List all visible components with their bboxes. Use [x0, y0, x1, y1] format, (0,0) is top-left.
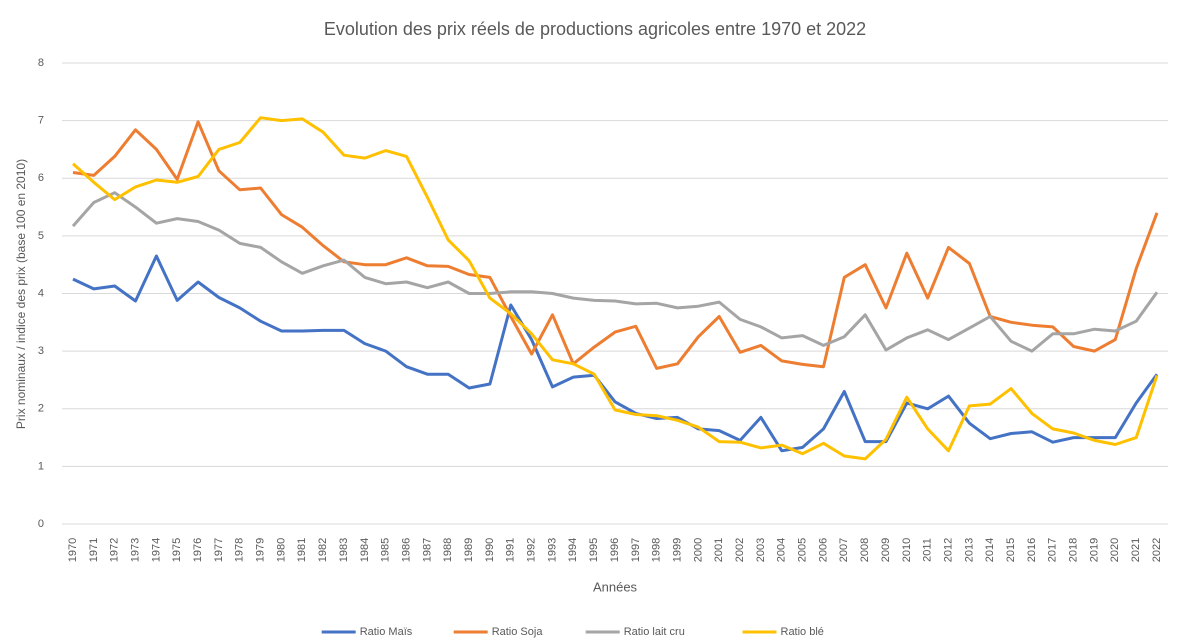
x-tick-label: 2012: [942, 538, 954, 562]
x-tick-label: 2015: [1005, 538, 1017, 562]
x-tick-label: 1993: [546, 538, 558, 562]
x-tick-label: 2001: [713, 538, 725, 562]
x-tick-label: 2016: [1026, 538, 1038, 562]
x-tick-label: 2020: [1109, 538, 1121, 562]
x-tick-label: 2005: [797, 538, 809, 562]
x-tick-label: 2013: [963, 538, 975, 562]
y-tick-label: 1: [38, 460, 44, 472]
x-tick-label: 1990: [484, 538, 496, 562]
x-tick-label: 2021: [1130, 538, 1142, 562]
x-tick-label: 1980: [275, 538, 287, 562]
x-axis-label: Années: [593, 579, 638, 594]
x-tick-label: 2002: [734, 538, 746, 562]
legend-label: Ratio Maïs: [360, 626, 413, 638]
x-tick-label: 2007: [838, 538, 850, 562]
x-tick-label: 1994: [567, 538, 579, 562]
x-tick-label: 2009: [880, 538, 892, 562]
x-tick-label: 1983: [338, 538, 350, 562]
x-tick-label: 1988: [442, 538, 454, 562]
x-tick-label: 1973: [129, 538, 141, 562]
x-tick-label: 2006: [817, 538, 829, 562]
y-tick-label: 0: [38, 518, 44, 530]
x-tick-label: 2004: [776, 538, 788, 562]
x-tick-label: 1981: [296, 538, 308, 562]
legend-label: Ratio lait cru: [624, 626, 685, 638]
x-tick-label: 1986: [400, 538, 412, 562]
x-tick-label: 2018: [1068, 538, 1080, 562]
x-tick-label: 1997: [630, 538, 642, 562]
x-tick-label: 1995: [588, 538, 600, 562]
x-tick-label: 1982: [317, 538, 329, 562]
x-tick-label: 1975: [171, 538, 183, 562]
x-tick-label: 2017: [1047, 538, 1059, 562]
y-tick-label: 6: [38, 172, 44, 184]
legend-item: Ratio Maïs: [321, 626, 413, 638]
x-tick-label: 2010: [901, 538, 913, 562]
series-line: [72, 116, 1159, 461]
x-tick-label: 2022: [1151, 538, 1163, 562]
x-tick-label: 1999: [671, 538, 683, 562]
x-tick-label: 2003: [755, 538, 767, 562]
x-tick-label: 1984: [359, 538, 371, 562]
y-tick-label: 2: [38, 403, 44, 415]
legend-item: Ratio Soja: [453, 626, 544, 638]
y-tick-label: 3: [38, 345, 44, 357]
series-line: [72, 120, 1159, 370]
legend-label: Ratio blé: [781, 626, 824, 638]
y-tick-label: 8: [38, 57, 44, 69]
y-tick-label: 7: [38, 115, 44, 127]
x-tick-label: 1970: [67, 538, 79, 562]
x-tick-label: 1977: [213, 538, 225, 562]
x-tick-label: 1992: [526, 538, 538, 562]
x-tick-label: 1974: [150, 538, 162, 562]
legend-item: Ratio blé: [742, 626, 824, 638]
legend-item: Ratio lait cru: [585, 626, 685, 638]
x-tick-label: 1979: [255, 538, 267, 562]
x-tick-label: 1998: [651, 538, 663, 562]
x-tick-label: 1987: [421, 538, 433, 562]
x-tick-label: 1985: [380, 538, 392, 562]
y-axis-label: Prix nominaux / indice des prix (base 10…: [14, 159, 28, 429]
chart-title: Evolution des prix réels de productions …: [324, 19, 866, 39]
series-line: [72, 254, 1159, 453]
x-tick-label: 1989: [463, 538, 475, 562]
x-tick-label: 1978: [234, 538, 246, 562]
x-tick-label: 1991: [505, 538, 517, 562]
x-tick-label: 1972: [109, 538, 121, 562]
x-tick-label: 1971: [88, 538, 100, 562]
x-tick-label: 2008: [859, 538, 871, 562]
x-tick-label: 2000: [692, 538, 704, 562]
x-tick-label: 1976: [192, 538, 204, 562]
y-tick-label: 5: [38, 230, 44, 242]
y-tick-label: 4: [38, 287, 44, 299]
x-tick-label: 2011: [922, 538, 934, 562]
x-tick-label: 2014: [984, 538, 996, 562]
series-line: [71, 191, 1159, 353]
x-tick-label: 1996: [609, 538, 621, 562]
legend-label: Ratio Soja: [492, 626, 544, 638]
x-tick-label: 2019: [1088, 538, 1100, 562]
